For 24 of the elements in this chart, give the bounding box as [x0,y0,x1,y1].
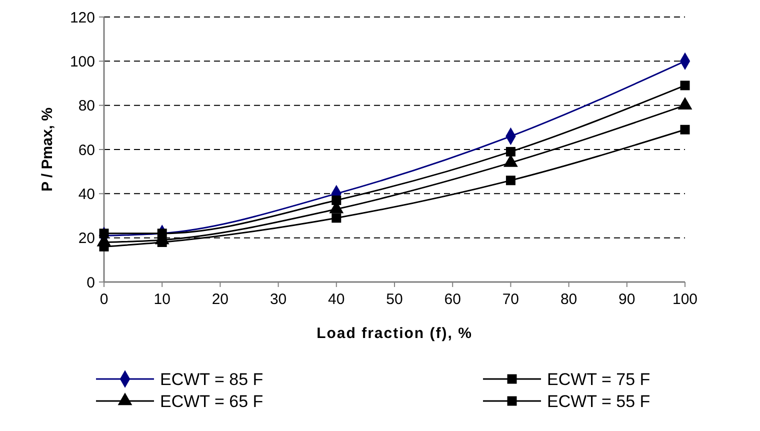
x-tick-label: 40 [328,291,345,308]
x-tick-label: 100 [672,291,698,308]
y-tick-label: 60 [78,142,95,159]
legend-label: ECWT = 75 F [547,370,650,389]
x-tick-label: 10 [154,291,170,308]
x-tick-label: 90 [618,291,636,308]
y-tick-label: 0 [86,274,95,292]
x-tick-label: 60 [444,291,461,308]
x-tick-label: 80 [560,291,578,308]
legend-label: ECWT = 85 F [160,370,264,389]
y-tick-label: 20 [78,230,95,248]
y-tick-label: 100 [70,53,95,70]
legend-label: ECWT = 65 F [160,392,264,411]
y-tick-label: 40 [78,186,95,203]
x-tick-label: 0 [100,291,108,308]
legend-label: ECWT = 55 F [547,392,650,411]
x-tick-label: 20 [212,291,229,308]
x-tick-label: 30 [270,291,287,308]
y-tick-label: 120 [70,9,95,26]
y-tick-label: 80 [78,98,95,115]
y-axis-title: P / Pmax, % [39,108,56,192]
x-tick-label: 50 [386,291,403,308]
x-tick-label: 70 [502,291,520,308]
x-axis-title: Load fraction (f), % [316,325,472,342]
